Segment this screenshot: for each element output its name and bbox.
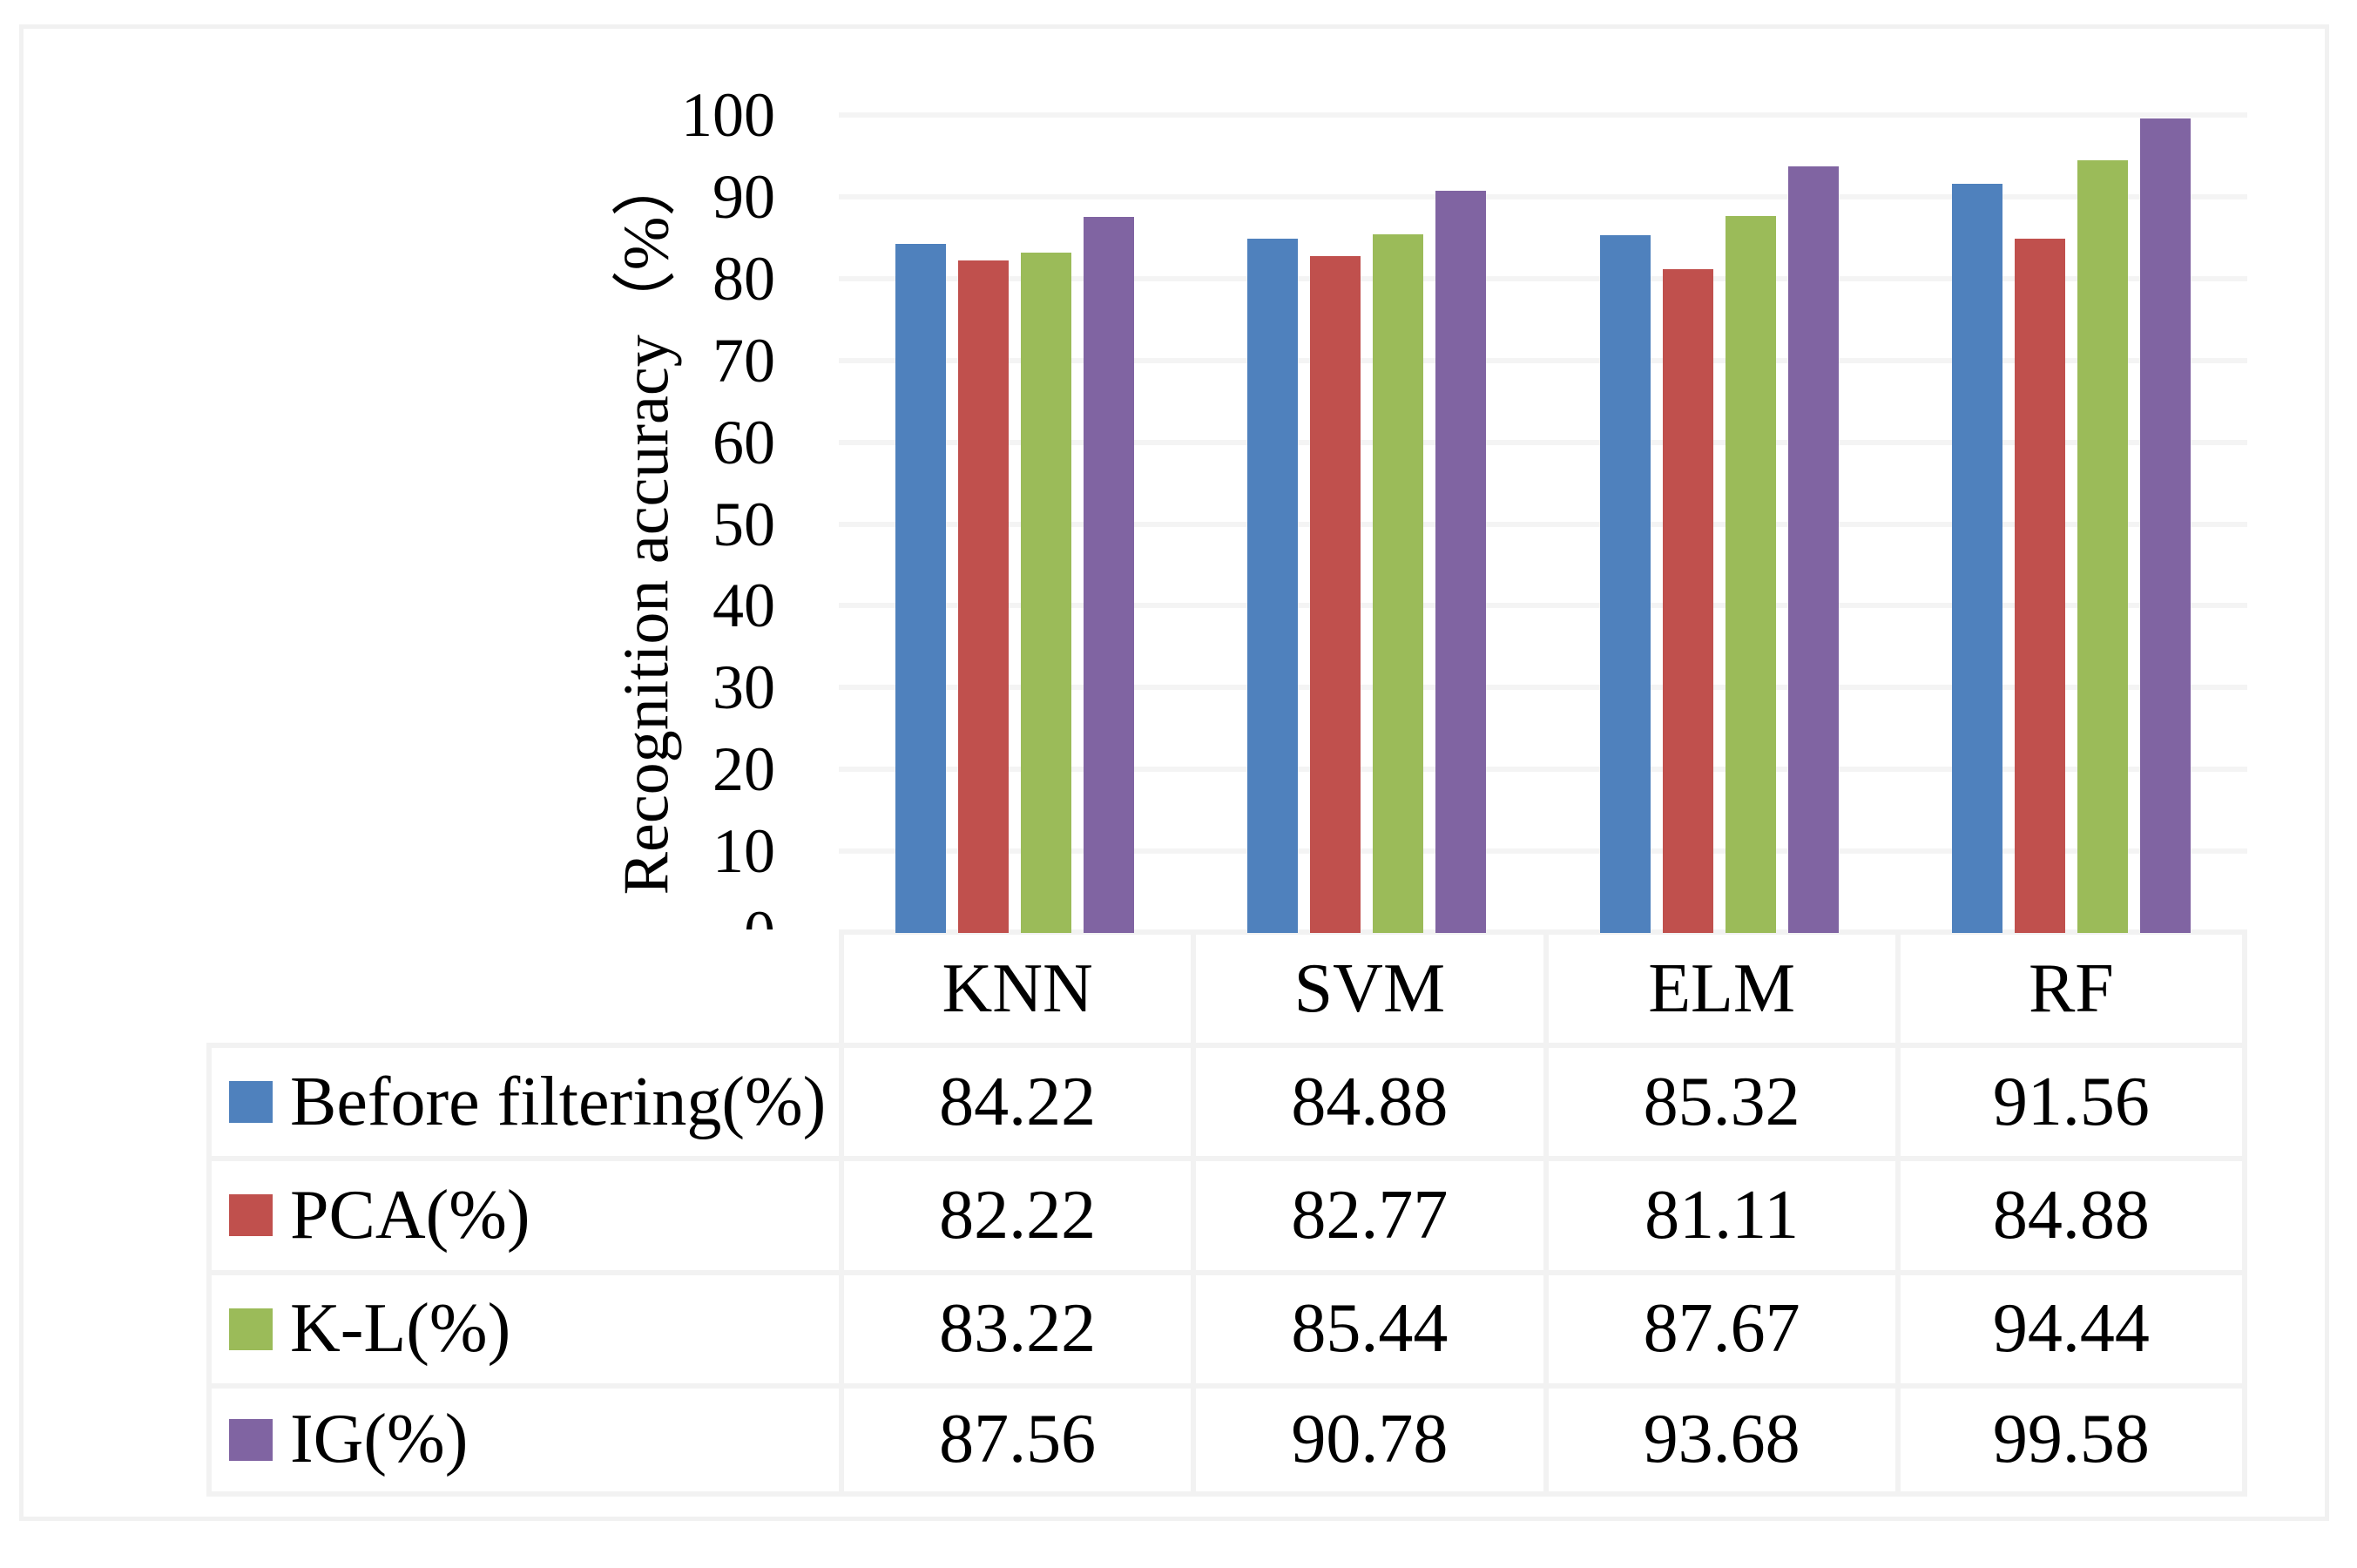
y-tick-label: 70 — [713, 325, 775, 395]
gridline — [839, 439, 2247, 445]
legend-row-label: IG(%) — [206, 1382, 839, 1497]
bar-elm-series-2 — [1725, 215, 1776, 933]
figure-frame — [19, 24, 2329, 1521]
y-tick-label: 60 — [713, 407, 775, 477]
bar-rf-series-1 — [2014, 238, 2065, 933]
gridline — [839, 848, 2247, 855]
bar-knn-series-2 — [1021, 252, 1072, 933]
table-value-cell: 99.58 — [1894, 1382, 2247, 1497]
table-value-cell: 87.56 — [839, 1382, 1192, 1497]
legend-row-label: Before filtering(%) — [206, 1043, 839, 1157]
bar-svm-series-2 — [1373, 233, 1424, 933]
bar-elm-series-1 — [1662, 269, 1713, 933]
bar-svm-series-0 — [1247, 238, 1299, 933]
table-value-cell: 85.44 — [1191, 1269, 1543, 1383]
plot-area — [839, 112, 2247, 933]
table-value-cell: 90.78 — [1191, 1382, 1543, 1497]
bar-rf-series-2 — [2077, 160, 2128, 933]
bar-group-knn — [839, 115, 1191, 933]
bar-group-rf — [1895, 115, 2247, 933]
gridline — [839, 275, 2247, 281]
table-value-cell: 84.88 — [1894, 1156, 2247, 1270]
gridline — [839, 112, 2247, 118]
table-value-cell: 94.44 — [1894, 1269, 2247, 1383]
bar-svm-series-1 — [1310, 255, 1361, 933]
y-tick-label: 40 — [713, 571, 775, 641]
bar-group-svm — [1191, 115, 1543, 933]
gridline — [839, 357, 2247, 363]
y-tick-label: 90 — [713, 161, 775, 232]
gridline — [839, 193, 2247, 199]
bar-knn-series-3 — [1084, 216, 1135, 933]
table-value-cell: 91.56 — [1894, 1043, 2247, 1157]
y-tick-label: 50 — [713, 489, 775, 559]
table-value-cell: 85.32 — [1543, 1043, 1895, 1157]
legend-row-label: PCA(%) — [206, 1156, 839, 1270]
bar-knn-series-0 — [895, 244, 947, 933]
gridline — [839, 603, 2247, 609]
column-header-svm: SVM — [1191, 929, 1543, 1043]
legend-series-name: PCA(%) — [290, 1176, 530, 1254]
bar-group-elm — [1543, 115, 1895, 933]
legend-series-name: K-L(%) — [290, 1290, 511, 1368]
legend-row-label: K-L(%) — [206, 1269, 839, 1383]
legend-series-name: IG(%) — [290, 1401, 469, 1478]
gridline — [839, 767, 2247, 773]
legend-swatch-icon — [229, 1194, 273, 1237]
legend-swatch-icon — [229, 1418, 273, 1461]
table-value-cell: 83.22 — [839, 1269, 1192, 1383]
legend-series-name: Before filtering(%) — [290, 1063, 827, 1140]
table-value-cell: 84.22 — [839, 1043, 1192, 1157]
bar-rf-series-0 — [1951, 184, 2002, 933]
table-value-cell: 93.68 — [1543, 1382, 1895, 1497]
bar-rf-series-3 — [2139, 118, 2191, 933]
legend-swatch-icon — [229, 1308, 273, 1350]
gridline — [839, 521, 2247, 527]
table-corner-cell — [206, 929, 839, 1043]
legend-swatch-icon — [229, 1081, 273, 1124]
bar-elm-series-3 — [1787, 166, 1839, 933]
y-tick-label: 30 — [713, 652, 775, 723]
bar-knn-series-1 — [958, 260, 1010, 933]
y-tick-label: 20 — [713, 734, 775, 805]
column-header-knn: KNN — [839, 929, 1192, 1043]
table-value-cell: 82.77 — [1191, 1156, 1543, 1270]
y-tick-label: 10 — [713, 816, 775, 887]
table-value-cell: 87.67 — [1543, 1269, 1895, 1383]
gridline — [839, 685, 2247, 691]
y-tick-label: 100 — [681, 80, 775, 150]
table-value-cell: 81.11 — [1543, 1156, 1895, 1270]
column-header-rf: RF — [1894, 929, 2247, 1043]
table-value-cell: 84.88 — [1191, 1043, 1543, 1157]
table-value-cell: 82.22 — [839, 1156, 1192, 1270]
column-header-elm: ELM — [1543, 929, 1895, 1043]
bar-svm-series-3 — [1435, 190, 1487, 933]
bar-groups — [839, 115, 2247, 933]
data-table: KNN SVM ELM RF Before filtering(%) 84.22 84.88… — [206, 929, 2247, 1497]
y-tick-label: 80 — [713, 243, 775, 314]
bar-elm-series-0 — [1599, 234, 1651, 933]
